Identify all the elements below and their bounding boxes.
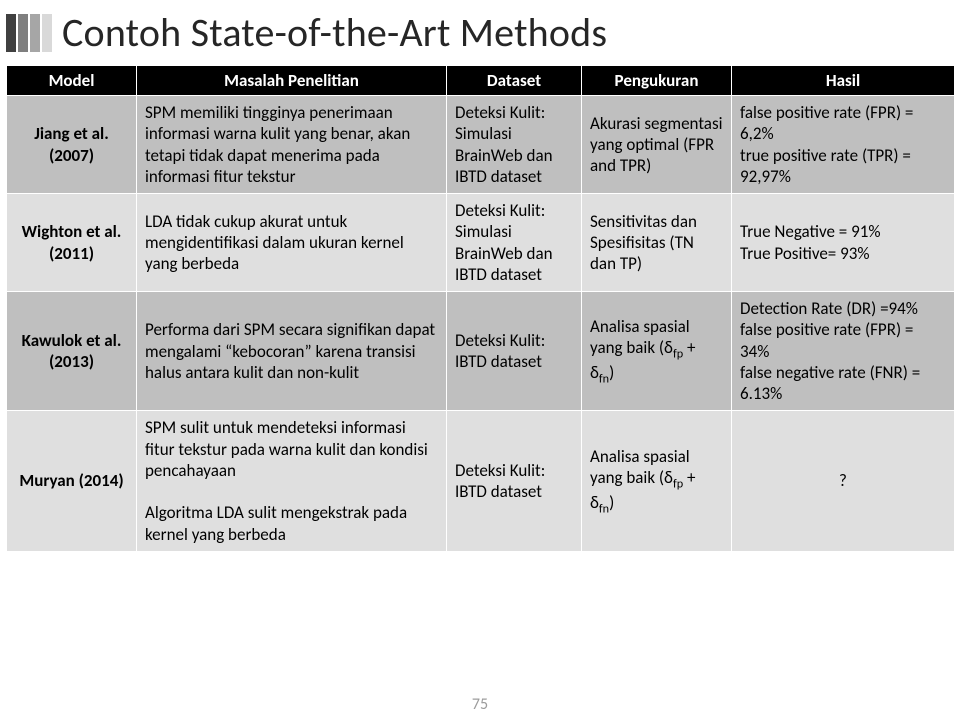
page-number: 75 [472,695,488,714]
accent-bar-4 [42,14,52,52]
cell-dataset: Deteksi Kulit: Simulasi BrainWeb dan IBT… [447,96,582,194]
cell-model: Muryan (2014) [7,411,137,552]
cell-problem: SPM sulit untuk mendeteksi informasi fit… [137,411,447,552]
th-model: Model [7,66,137,96]
th-result: Hasil [732,66,955,96]
table-body: Jiang et al. (2007)SPM memiliki tingginy… [7,96,955,552]
cell-model: Kawulok et al. (2013) [7,292,137,411]
sota-table: Model Masalah Penelitian Dataset Penguku… [6,65,955,552]
cell-measure: Akurasi segmentasi yang optimal (FPR and… [582,96,732,194]
cell-problem: SPM memiliki tingginya penerimaan inform… [137,96,447,194]
accent-bar-2 [18,14,28,52]
cell-dataset: Deteksi Kulit: Simulasi BrainWeb dan IBT… [447,194,582,292]
title-accent-bars [6,14,52,52]
table-row: Kawulok et al. (2013)Performa dari SPM s… [7,292,955,411]
cell-result: false positive rate (FPR) = 6,2% true po… [732,96,955,194]
table-row: Jiang et al. (2007)SPM memiliki tingginy… [7,96,955,194]
cell-problem: LDA tidak cukup akurat untuk mengidentif… [137,194,447,292]
cell-measure: Analisa spasial yang baik (δfp + δfn) [582,411,732,552]
accent-bar-3 [30,14,40,52]
cell-result: Detection Rate (DR) =94% false positive … [732,292,955,411]
cell-result: True Negative = 91% True Positive= 93% [732,194,955,292]
title-row: Contoh State-of-the-Art Methods [0,0,960,61]
th-dataset: Dataset [447,66,582,96]
slide-title: Contoh State-of-the-Art Methods [62,8,607,57]
cell-result: ? [732,411,955,552]
cell-dataset: Deteksi Kulit: IBTD dataset [447,411,582,552]
cell-dataset: Deteksi Kulit: IBTD dataset [447,292,582,411]
accent-bar-1 [6,14,16,52]
th-measure: Pengukuran [582,66,732,96]
cell-measure: Sensitivitas dan Spesifisitas (TN dan TP… [582,194,732,292]
table-header: Model Masalah Penelitian Dataset Penguku… [7,66,955,96]
cell-model: Jiang et al. (2007) [7,96,137,194]
cell-problem: Performa dari SPM secara signifikan dapa… [137,292,447,411]
cell-measure: Analisa spasial yang baik (δfp + δfn) [582,292,732,411]
table-row: Muryan (2014)SPM sulit untuk mendeteksi … [7,411,955,552]
th-problem: Masalah Penelitian [137,66,447,96]
cell-model: Wighton et al. (2011) [7,194,137,292]
table-row: Wighton et al. (2011)LDA tidak cukup aku… [7,194,955,292]
